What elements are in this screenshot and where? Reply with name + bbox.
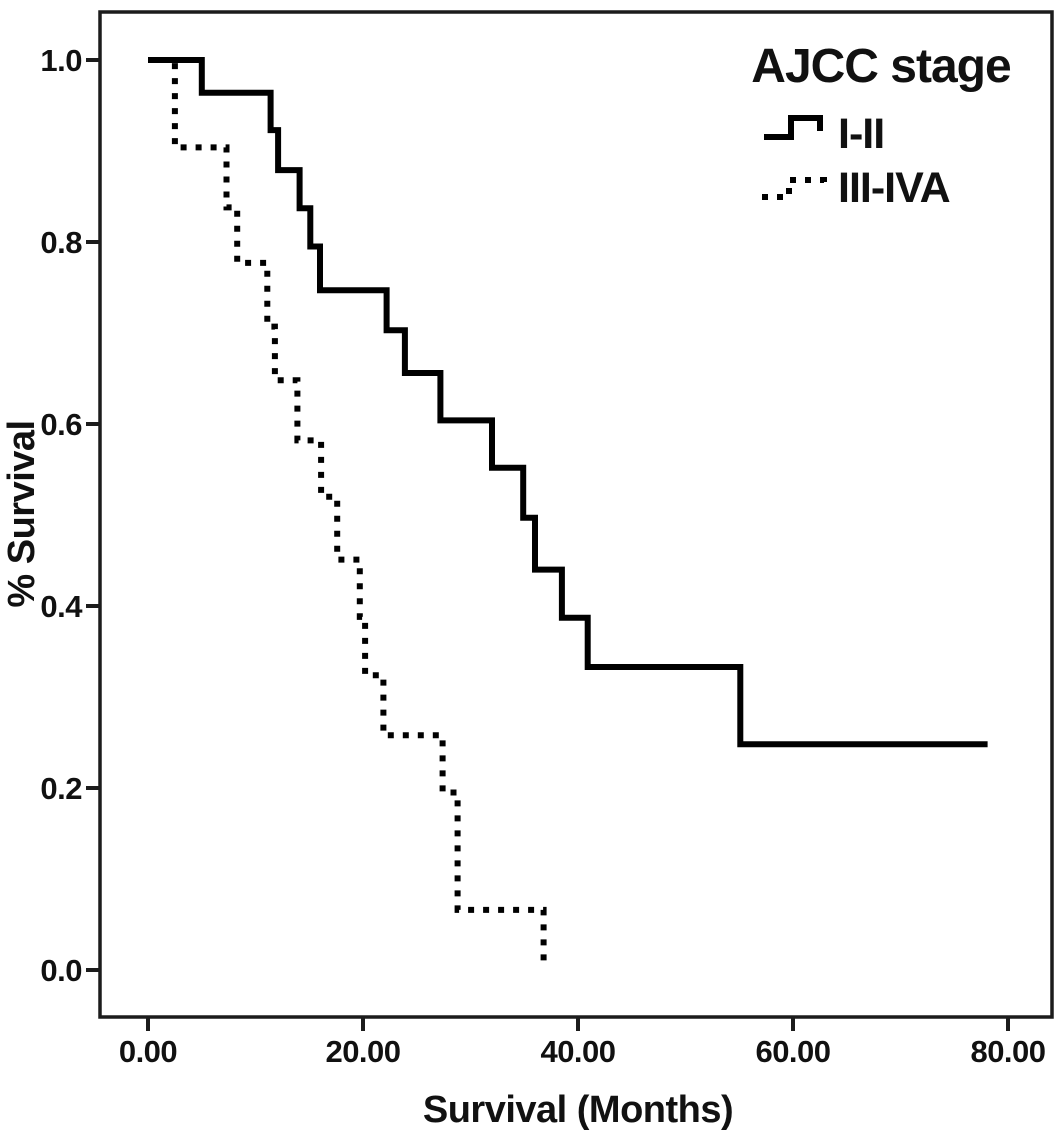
legend-title: AJCC stage xyxy=(751,40,1011,93)
plot-area xyxy=(148,57,988,969)
series-path-I-II xyxy=(148,57,988,748)
x-tick-label: 40.00 xyxy=(540,1034,615,1069)
y-tick-label: 1.0 xyxy=(40,43,82,78)
legend-label-stage-1-2: I-II xyxy=(838,110,884,158)
plot-border xyxy=(98,10,1054,1019)
y-axis-title: % Survival xyxy=(1,420,43,607)
y-tick-label: 0.0 xyxy=(40,953,82,988)
y-tick-label: 0.8 xyxy=(40,225,82,260)
y-tick-label: 0.2 xyxy=(40,771,82,806)
legend-dotted-line-icon xyxy=(762,177,827,200)
y-tick-label: 0.6 xyxy=(40,407,82,442)
legend-label-stage-3-4a: III-IVA xyxy=(838,164,950,212)
legend-solid-line-icon xyxy=(764,115,823,140)
x-axis-title: Survival (Months) xyxy=(423,1089,733,1131)
x-tick-label: 60.00 xyxy=(755,1034,830,1069)
y-tick-label: 0.4 xyxy=(40,589,83,624)
x-tick-label: 80.00 xyxy=(970,1034,1045,1069)
x-axis-ticks: 0.00 20.00 40.00 60.00 80.00 xyxy=(119,1017,1046,1069)
x-tick-label: 0.00 xyxy=(119,1034,177,1069)
x-tick-label: 20.00 xyxy=(325,1034,400,1069)
series-path-III-IVA xyxy=(148,57,547,969)
legend: AJCC stage I-II III-IVA xyxy=(751,40,1012,212)
y-axis-ticks: 0.0 0.2 0.4 0.6 0.8 1.0 xyxy=(40,43,100,988)
